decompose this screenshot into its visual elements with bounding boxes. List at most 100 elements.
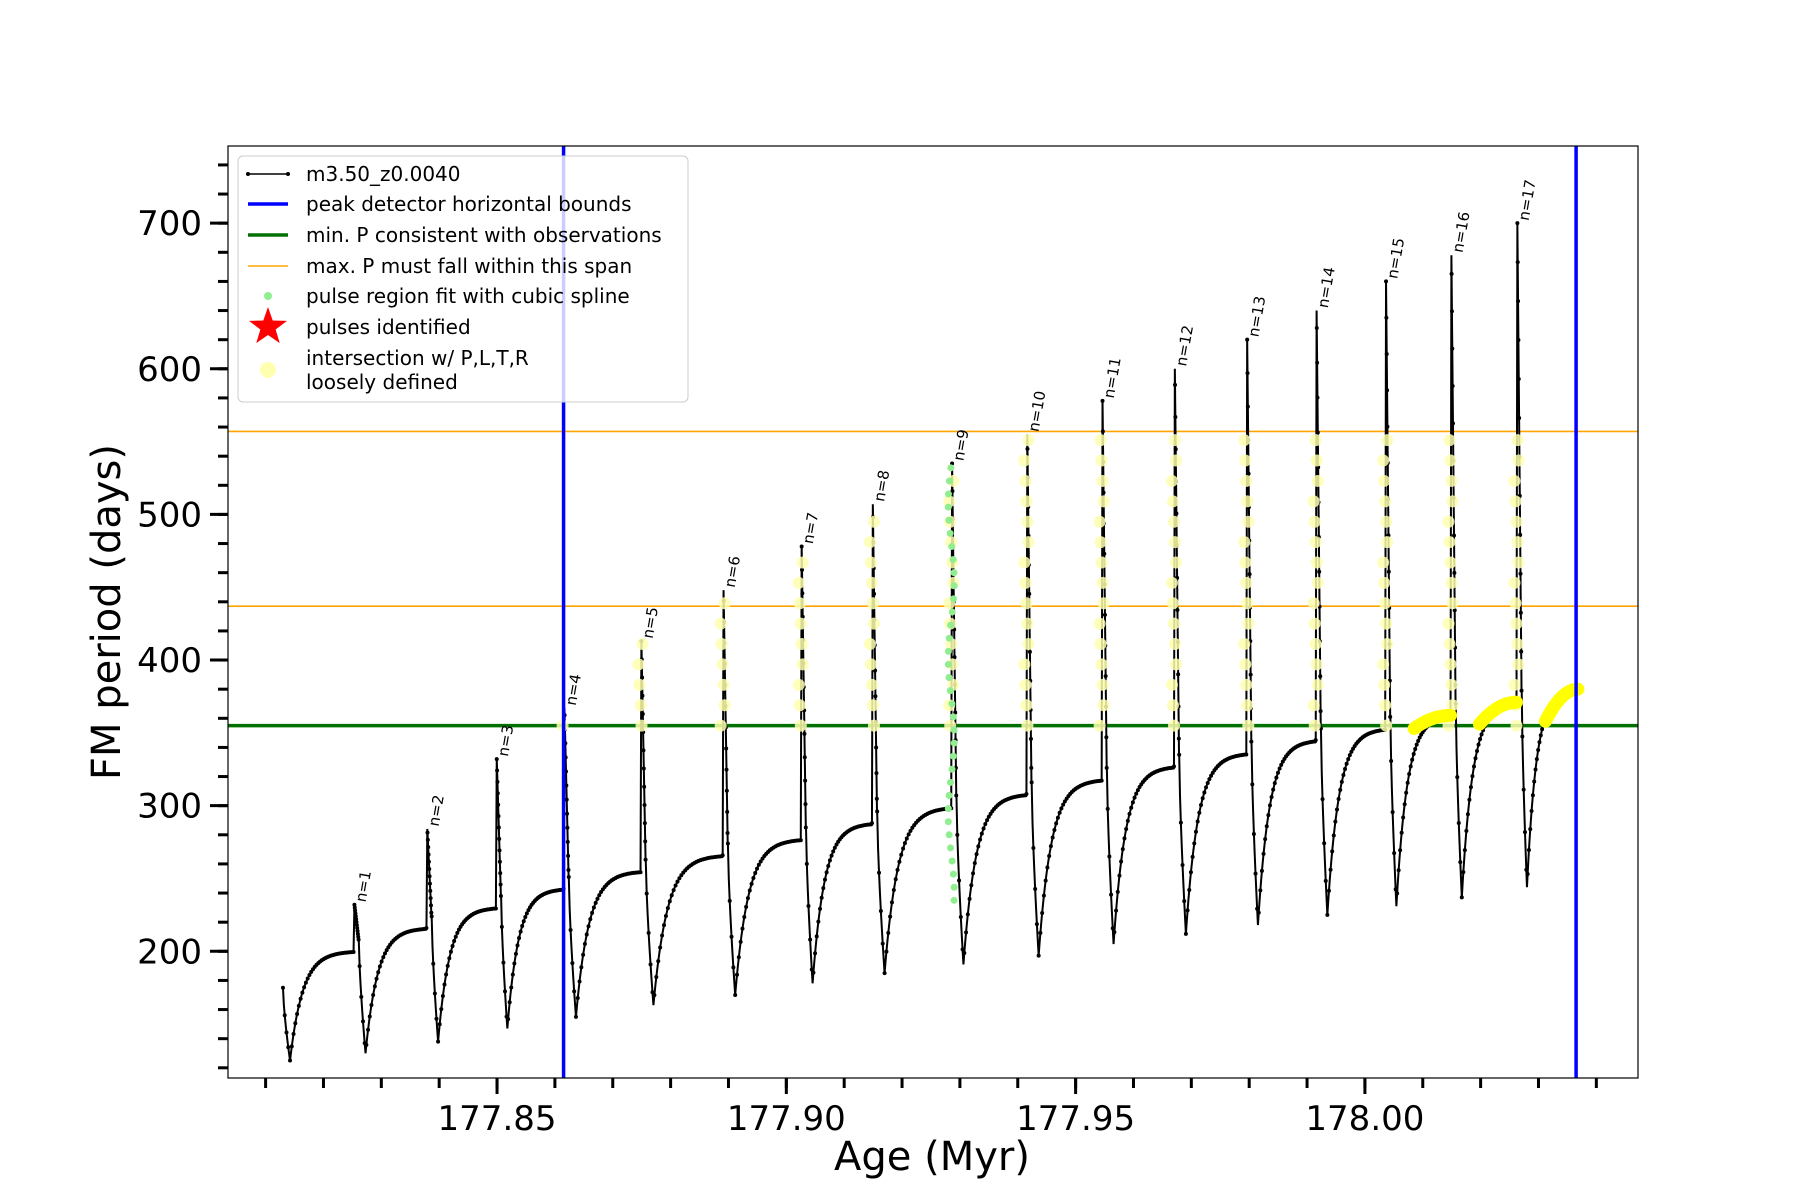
series-marker bbox=[425, 837, 430, 842]
series-marker bbox=[800, 591, 805, 596]
intersection-marker bbox=[865, 576, 878, 589]
series-marker bbox=[1120, 847, 1125, 852]
series-marker bbox=[1134, 791, 1139, 796]
series-marker bbox=[1336, 797, 1341, 802]
series-marker bbox=[1182, 899, 1187, 904]
series-marker bbox=[566, 875, 571, 880]
series-marker bbox=[985, 818, 990, 823]
series-marker bbox=[286, 1045, 291, 1050]
series-marker bbox=[1519, 649, 1524, 654]
legend-swatch-marker bbox=[286, 172, 290, 176]
intersection-marker bbox=[1380, 617, 1393, 630]
series-marker bbox=[1318, 674, 1323, 679]
intersection-marker bbox=[1020, 597, 1033, 610]
series-marker bbox=[1520, 734, 1525, 739]
series-marker bbox=[1048, 844, 1053, 849]
series-marker bbox=[829, 853, 834, 858]
legend-swatch-dot bbox=[264, 292, 272, 300]
series-marker bbox=[1279, 762, 1284, 767]
series-marker bbox=[724, 788, 729, 793]
series-marker bbox=[1346, 757, 1351, 762]
intersection-marker bbox=[1241, 495, 1254, 508]
intersection-marker bbox=[867, 617, 880, 630]
series-marker bbox=[1130, 800, 1135, 805]
series-marker bbox=[1396, 868, 1401, 873]
series-marker bbox=[1029, 780, 1034, 785]
intersection-marker bbox=[714, 719, 727, 732]
pulse-label: n=3 bbox=[494, 724, 517, 758]
series-marker bbox=[952, 655, 957, 660]
series-marker bbox=[493, 906, 498, 911]
series-marker bbox=[1104, 765, 1109, 770]
intersection-marker bbox=[1378, 474, 1391, 487]
intersection-marker bbox=[1307, 597, 1320, 610]
spline-fit-marker bbox=[944, 490, 952, 498]
intersection-marker bbox=[1021, 719, 1034, 732]
bright-intersection-arc bbox=[1538, 682, 1585, 728]
series-marker bbox=[978, 837, 983, 842]
series-marker bbox=[727, 898, 732, 903]
series-marker bbox=[1107, 854, 1112, 859]
series-marker bbox=[983, 822, 988, 827]
intersection-marker bbox=[1095, 658, 1108, 671]
series-marker bbox=[1033, 887, 1038, 892]
intersection-marker bbox=[1019, 576, 1032, 589]
series-marker bbox=[1185, 908, 1190, 913]
series-marker bbox=[1401, 815, 1406, 820]
spline-fit-marker bbox=[949, 713, 957, 721]
series-marker bbox=[819, 895, 824, 900]
series-marker bbox=[1061, 802, 1066, 807]
series-marker bbox=[1398, 848, 1403, 853]
series-marker bbox=[1176, 672, 1181, 677]
legend-box bbox=[237, 155, 689, 403]
legend-entry-label: m3.50_z0.0040 bbox=[306, 162, 461, 186]
series-marker bbox=[1028, 736, 1033, 741]
series-line-segment bbox=[1515, 223, 1523, 703]
intersection-marker bbox=[1445, 678, 1458, 691]
series-marker bbox=[806, 903, 811, 908]
spline-fit-marker bbox=[946, 529, 954, 537]
series-marker bbox=[1183, 931, 1188, 936]
series-marker bbox=[1459, 895, 1464, 900]
intersection-marker bbox=[1019, 678, 1032, 691]
intersection-marker bbox=[1093, 617, 1106, 630]
intersection-marker bbox=[717, 678, 730, 691]
series-marker bbox=[673, 883, 678, 888]
series-marker bbox=[641, 748, 646, 753]
series-marker bbox=[426, 859, 431, 864]
intersection-marker bbox=[1097, 597, 1110, 610]
series-marker bbox=[908, 828, 913, 833]
intersection-marker bbox=[1307, 495, 1320, 508]
series-marker bbox=[284, 1030, 289, 1035]
series-marker bbox=[906, 832, 911, 837]
series-marker bbox=[1328, 867, 1333, 872]
series-marker bbox=[1246, 471, 1251, 476]
series-marker bbox=[494, 757, 499, 762]
series-marker bbox=[800, 567, 805, 572]
series-marker bbox=[1245, 371, 1250, 376]
intersection-marker bbox=[864, 556, 877, 569]
series-marker bbox=[442, 982, 447, 987]
intersection-marker bbox=[865, 678, 878, 691]
x-tick-label: 177.85 bbox=[438, 1099, 557, 1139]
spline-fit-marker bbox=[950, 726, 958, 734]
series-marker bbox=[566, 867, 571, 872]
series-marker bbox=[1043, 878, 1048, 883]
intersection-marker bbox=[1510, 617, 1523, 630]
series-marker bbox=[1389, 759, 1394, 764]
series-marker bbox=[1057, 810, 1062, 815]
spline-fit-marker bbox=[949, 870, 957, 878]
series-marker bbox=[875, 809, 880, 814]
intersection-marker bbox=[1443, 536, 1456, 549]
series-marker bbox=[1245, 404, 1250, 409]
series-marker bbox=[1470, 774, 1475, 779]
series-marker bbox=[1385, 424, 1390, 429]
intersection-marker bbox=[1165, 474, 1178, 487]
series-marker bbox=[1045, 865, 1050, 870]
series-marker bbox=[1135, 788, 1140, 793]
series-marker bbox=[497, 836, 502, 841]
series-marker bbox=[818, 906, 823, 911]
series-marker bbox=[1177, 752, 1182, 757]
series-marker bbox=[882, 971, 887, 976]
